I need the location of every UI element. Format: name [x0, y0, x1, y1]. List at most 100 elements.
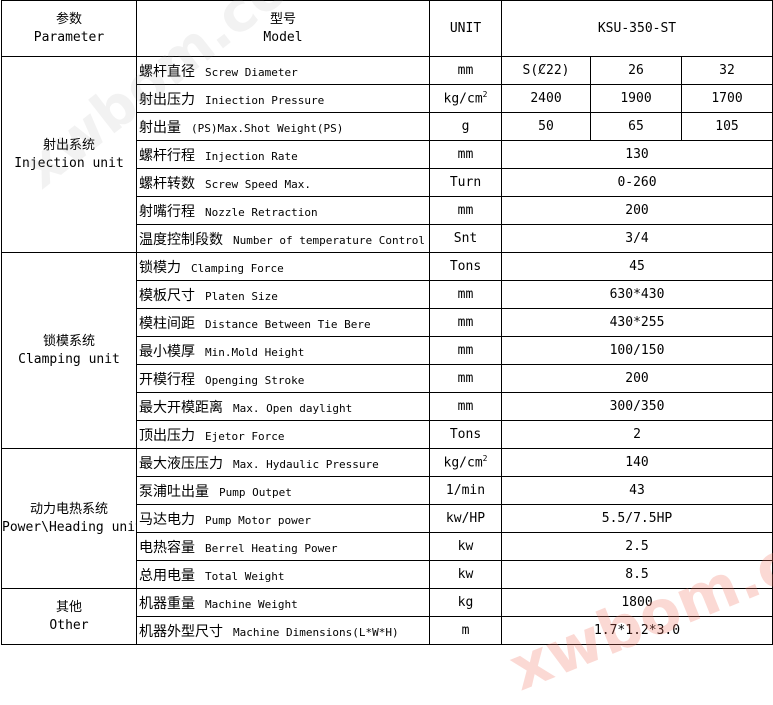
parameter-en: Iniection Pressure	[205, 93, 325, 107]
unit-cell: kg	[429, 588, 502, 617]
table-row: 最小模厚 Min.Mold Height mm 100/150	[2, 336, 773, 365]
value-cell: 130	[500, 140, 773, 169]
header-model: 型号 Model	[136, 0, 430, 57]
table-row: 动力电热系统 Power\Heading unit 最大液压压力 Max. Hydau…	[1, 448, 773, 589]
unit-cell: mm	[429, 308, 502, 337]
parameter-cn: 最大开模距离	[139, 399, 223, 416]
unit-cell: kw	[429, 560, 502, 589]
unit-cell: mm	[429, 364, 502, 393]
value-cell: 5.5/7.5HP	[500, 504, 773, 533]
unit: mm	[457, 203, 474, 218]
parameter-en: Pump Motor power	[205, 513, 311, 527]
parameter-en: Platen Size	[205, 289, 278, 303]
unit: g	[461, 119, 470, 134]
parameter-cn: 锁模力	[139, 259, 181, 276]
unit: mm	[457, 343, 474, 358]
parameter-en: Machine Dimensions(L*W*H)	[233, 625, 399, 639]
parameter-cn: 螺杆转数	[139, 175, 195, 192]
parameter-en: Min.Mold Height	[205, 345, 305, 359]
table-row: 总用电量 Total Weight kw 8.5	[2, 560, 773, 589]
parameter-name: 温度控制段数 Number of temperature Control	[136, 224, 430, 253]
parameter-name: 模板尺寸 Platen Size	[136, 280, 430, 309]
unit: mm	[457, 63, 474, 78]
unit-cell: mm	[429, 56, 502, 85]
unit-cell: Snt	[429, 224, 502, 253]
unit-cell: mm	[429, 140, 502, 169]
parameter-name: 总用电量 Total Weight	[136, 560, 430, 589]
value-cell: 3/4	[500, 224, 773, 253]
parameter-en: (PS)Max.Shot Weight(PS)	[191, 121, 344, 135]
value-cell: 300/350	[500, 392, 773, 421]
value-cell: 1700	[680, 84, 773, 113]
table-row: 射出量 (PS)Max.Shot Weight(PS) g 50 65 105	[2, 112, 773, 141]
header-row: 参数 Parameter 型号 Model UNIT KSU-350-ST	[1, 0, 773, 57]
unit-cell: kw/HP	[429, 504, 502, 533]
parameter-cn: 最大液压压力	[139, 455, 223, 472]
group-en: Injection unit	[14, 155, 124, 171]
unit: mm	[457, 315, 474, 330]
unit: mm	[457, 147, 474, 162]
parameter-cn: 射出量	[139, 119, 181, 136]
parameter-name: 螺杆转数 Screw Speed Max.	[136, 168, 430, 197]
group-label: 动力电热系统 Power\Heading unit	[1, 448, 137, 589]
parameter-en: Openging Stroke	[205, 373, 305, 387]
unit: m	[461, 623, 470, 638]
table-row: 锁模系统 Clamping unit 锁模力 Clamping Force Tons 45	[1, 252, 773, 449]
value-cell: 630*430	[500, 280, 773, 309]
unit: mm	[457, 371, 474, 386]
unit-cell: Tons	[429, 420, 502, 449]
parameter-name: 模柱间距 Distance Between Tie Bere	[136, 308, 430, 337]
group-en: Power\Heading unit	[2, 519, 137, 535]
unit-superscript: 2	[482, 90, 488, 100]
unit: mm	[457, 287, 474, 302]
parameter-name: 射嘴行程 Nozzle Retraction	[136, 196, 430, 225]
value-cell: 200	[500, 364, 773, 393]
unit-cell: mm	[429, 280, 502, 309]
value-cell: 1800	[500, 588, 773, 617]
unit-cell: Turn	[429, 168, 502, 197]
value-cell: 0-260	[500, 168, 773, 197]
header-parameter: 参数 Parameter	[1, 0, 137, 57]
value-cell: 105	[680, 112, 773, 141]
parameter-name: 最小模厚 Min.Mold Height	[136, 336, 430, 365]
unit: Turn	[449, 175, 482, 190]
unit-cell: kg/cm2	[429, 84, 502, 113]
parameter-en: Max. Open daylight	[233, 401, 353, 415]
parameter-name: 马达电力 Pump Motor power	[136, 504, 430, 533]
unit: kg/cm	[443, 455, 483, 471]
parameter-cn: 机器重量	[139, 595, 195, 612]
parameter-name: 射出量 (PS)Max.Shot Weight(PS)	[136, 112, 430, 141]
unit-cell: kg/cm2	[429, 448, 502, 477]
parameter-en: Max. Hydaulic Pressure	[233, 457, 379, 471]
value-cell: 2.5	[500, 532, 773, 561]
group-label: 锁模系统 Clamping unit	[1, 252, 137, 449]
unit-cell: mm	[429, 196, 502, 225]
table-row: 马达电力 Pump Motor power kw/HP 5.5/7.5HP	[2, 504, 773, 533]
unit: kg	[457, 595, 474, 610]
group-label: 射出系统 Injection unit	[1, 56, 137, 253]
unit: kg/cm	[443, 91, 483, 107]
parameter-en: Clamping Force	[191, 261, 284, 275]
parameter-cn: 模板尺寸	[139, 287, 195, 304]
parameter-cn: 最小模厚	[139, 343, 195, 360]
header-model-cn: 型号	[269, 11, 296, 27]
parameter-en: Injection Rate	[205, 149, 298, 163]
value-cell: 430*255	[500, 308, 773, 337]
unit: kw	[457, 539, 474, 554]
parameter-cn: 射嘴行程	[139, 203, 195, 220]
value-cell: 1900	[590, 84, 682, 113]
group-cn: 动力电热系统	[29, 501, 108, 517]
unit-cell: mm	[429, 336, 502, 365]
unit-cell: Tons	[429, 252, 502, 281]
parameter-name: 最大液压压力 Max. Hydaulic Pressure	[136, 448, 430, 477]
value-cell: 65	[590, 112, 682, 141]
parameter-cn: 电热容量	[139, 539, 195, 556]
spec-table: 参数 Parameter 型号 Model UNIT KSU-350-ST 射出系统…	[1, 0, 773, 645]
unit: kw	[457, 567, 474, 582]
parameter-name: 螺杆直径 Screw Diameter	[136, 56, 430, 85]
parameter-cn: 马达电力	[139, 511, 195, 528]
unit-cell: mm	[429, 392, 502, 421]
parameter-cn: 螺杆行程	[139, 147, 195, 164]
unit: mm	[457, 399, 474, 414]
parameter-cn: 机器外型尺寸	[139, 623, 223, 640]
